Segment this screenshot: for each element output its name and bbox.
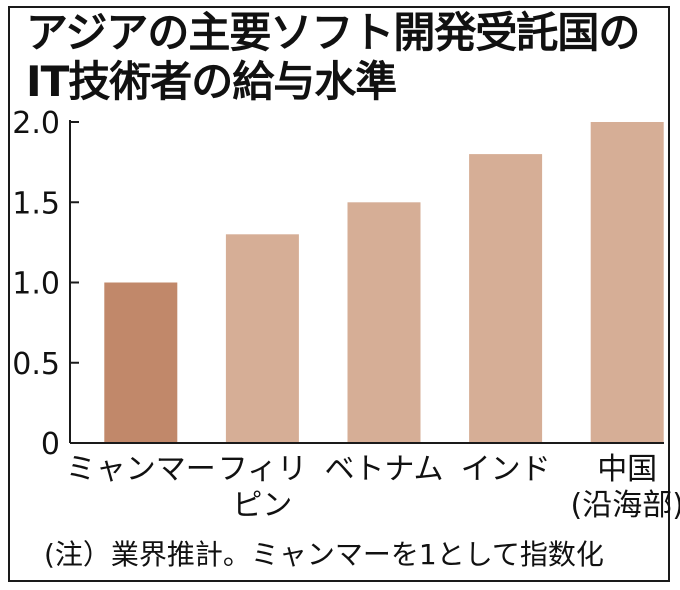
- bar-0: [104, 282, 178, 443]
- bar-4: [590, 122, 664, 443]
- chart-title: アジアの主要ソフト開発受託国の IT技術者の給与水準: [26, 8, 640, 106]
- bar-3: [469, 154, 543, 443]
- category-label-4-line-0: 中国: [597, 452, 657, 487]
- category-label-0: ミャンマー: [66, 452, 216, 487]
- y-tick-label-0: 0: [41, 427, 60, 462]
- bar-2: [347, 202, 421, 444]
- category-label-1-line-1: ピン: [232, 488, 292, 523]
- chart-title-line-1: アジアの主要ソフト開発受託国の: [26, 8, 640, 57]
- y-tick-label-3: 1.5: [12, 186, 60, 221]
- category-label-3: インド: [461, 452, 551, 487]
- y-tick-label-4: 2.0: [12, 106, 60, 141]
- bar-1: [225, 234, 299, 443]
- chart-title-line-2: IT技術者の給与水準: [26, 57, 397, 106]
- y-tick-label-2: 1.0: [12, 267, 60, 302]
- category-label-2: ベトナム: [324, 452, 443, 487]
- chart-note: (注）業界推計。ミャンマーを1として指数化: [44, 538, 604, 571]
- category-label-4-line-1: (沿海部): [570, 488, 680, 523]
- y-tick-label-1: 0.5: [12, 347, 60, 382]
- category-label-1-line-0: フィリ: [218, 452, 307, 487]
